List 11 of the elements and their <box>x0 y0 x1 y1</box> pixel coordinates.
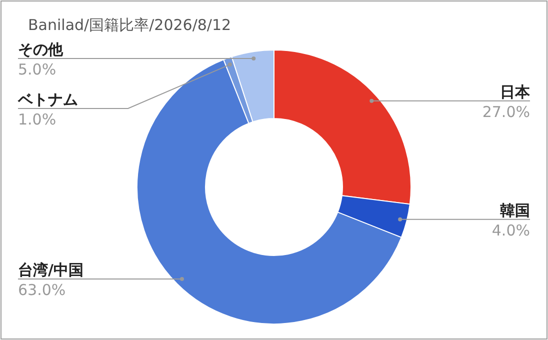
data-label: 5.0% <box>18 60 56 78</box>
chart-title: Banilad/国籍比率/2026/8/12 <box>28 16 232 34</box>
slice-label: 台湾/中国 <box>18 261 84 280</box>
slice-label: その他 <box>18 40 64 58</box>
data-label: 27.0% <box>482 102 530 121</box>
data-label: 63.0% <box>18 281 66 300</box>
slice-label: 日本 <box>500 82 531 101</box>
slice-label: ベトナム <box>17 90 78 108</box>
data-label: 1.0% <box>18 110 56 128</box>
slice-label: 韓国 <box>500 201 530 220</box>
data-label: 4.0% <box>492 221 530 240</box>
